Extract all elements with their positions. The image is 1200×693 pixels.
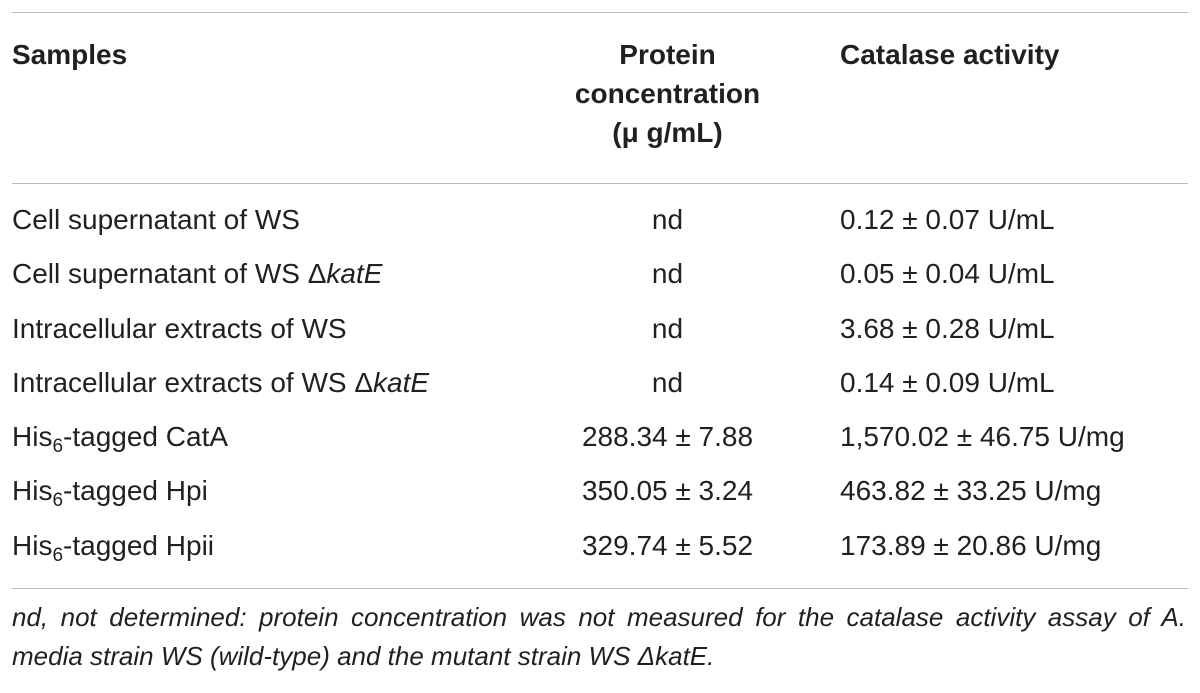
- sample-sub: 6: [52, 436, 64, 458]
- sample-sample-italic: katE: [373, 366, 430, 398]
- sample-sub: 6: [52, 490, 64, 512]
- sample-sample-pre: Intracellular extracts of WS: [12, 312, 347, 344]
- protein-concentration-cell: nd: [651, 312, 684, 344]
- sample-sample-italic: katE: [326, 258, 383, 290]
- sample-sample-pre: His: [12, 475, 53, 507]
- table-row: His6-tagged Hpi 350.05 ± 3.24 463.82 ± 33.…: [0, 467, 1200, 521]
- sample-sample-pre: His: [12, 529, 53, 561]
- catalase-activity-cell: 1,570.02 ± 46.75 U/mg: [840, 421, 1125, 453]
- table-bottom-rule: [12, 588, 1188, 589]
- sample-sample-delta: Δ: [307, 258, 327, 290]
- sample-sample-pre: Cell supernatant of WS: [12, 258, 308, 290]
- table-body: Cell supernatant of WS nd 0.12 ± 0.07 U/mL…: [0, 196, 1200, 576]
- protein-header-line-3: (μ g/mL): [612, 117, 723, 148]
- protein-concentration-cell: nd: [651, 204, 684, 235]
- sample-sample-post: -tagged Hpii: [63, 529, 215, 561]
- catalase-activity-cell: 3.68 ± 0.28 U/mL: [840, 312, 1055, 344]
- table-row: His6-tagged CatA 288.34 ± 7.88 1,570.02 ± …: [0, 413, 1200, 467]
- sample-cell: Cell supernatant of WS ΔkatE: [12, 258, 382, 290]
- catalase-activity-cell: 173.89 ± 20.86 U/mg: [840, 529, 1102, 561]
- column-header-samples: Samples: [12, 39, 128, 70]
- column-header-protein-concentration: Protein concentration (μ g/mL): [560, 35, 775, 152]
- protein-concentration-cell: 329.74 ± 5.52: [581, 529, 754, 561]
- table-row: Intracellular extracts of WS ΔkatE nd 0.14…: [0, 359, 1200, 413]
- sample-sample-post: -tagged CatA: [63, 421, 229, 453]
- catalase-activity-cell: 0.05 ± 0.04 U/mL: [840, 258, 1055, 290]
- catalase-activity-cell: 463.82 ± 33.25 U/mg: [840, 475, 1102, 507]
- catalase-activity-cell: 0.14 ± 0.09 U/mL: [840, 366, 1055, 398]
- sample-cell: His6-tagged Hpi: [12, 475, 208, 510]
- sample-sample-delta: Δ: [354, 366, 374, 398]
- table-row: Cell supernatant of WS ΔkatE nd 0.05 ± 0.0…: [0, 250, 1200, 304]
- protein-concentration-cell: nd: [651, 366, 684, 398]
- sample-cell: Intracellular extracts of WS ΔkatE: [12, 367, 429, 399]
- sample-cell: Intracellular extracts of WS: [12, 313, 347, 345]
- protein-header-line-1: Protein: [619, 39, 716, 70]
- sample-sample-pre: Cell supernatant of WS: [12, 204, 300, 235]
- protein-concentration-cell: 288.34 ± 7.88: [581, 421, 754, 453]
- protein-concentration-cell: 350.05 ± 3.24: [581, 475, 754, 507]
- sample-cell: His6-tagged Hpii: [12, 529, 215, 565]
- header-bottom-rule: [12, 183, 1188, 184]
- sample-sample-pre: His: [12, 421, 53, 453]
- protein-concentration-cell: nd: [651, 258, 684, 290]
- sample-cell: His6-tagged CatA: [12, 421, 229, 456]
- sample-sub: 6: [52, 544, 64, 566]
- catalase-activity-cell: 0.12 ± 0.07 U/mL: [840, 204, 1055, 235]
- sample-sample-pre: Intracellular extracts of WS: [12, 366, 355, 398]
- table-footnote: nd, not determined: protein concentratio…: [12, 602, 1186, 671]
- table-row: His6-tagged Hpii 329.74 ± 5.52 173.89 ± 20…: [0, 522, 1200, 576]
- table-top-rule: [12, 12, 1188, 13]
- column-header-catalase-activity: Catalase activity: [840, 39, 1060, 70]
- sample-sample-post: -tagged Hpi: [63, 475, 208, 507]
- table-row: Intracellular extracts of WS nd 3.68 ± 0.2…: [0, 305, 1200, 359]
- table-row: Cell supernatant of WS nd 0.12 ± 0.07 U/mL: [0, 196, 1200, 250]
- sample-cell: Cell supernatant of WS: [12, 204, 300, 236]
- protein-header-line-2: concentration: [574, 78, 761, 109]
